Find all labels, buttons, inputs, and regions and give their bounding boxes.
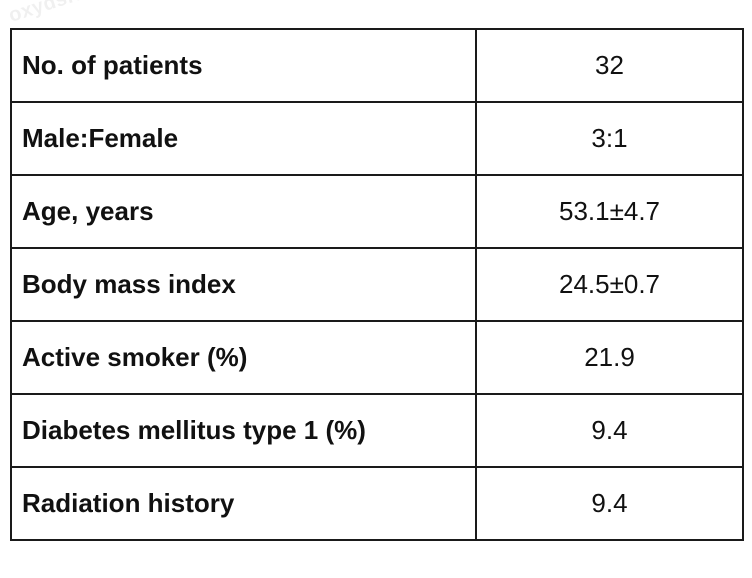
row-label: Body mass index xyxy=(10,247,477,322)
table-row: Radiation history 9.4 xyxy=(10,466,744,541)
row-label: Radiation history xyxy=(10,466,477,541)
row-label: Diabetes mellitus type 1 (%) xyxy=(10,393,477,468)
table-row: Active smoker (%) 21.9 xyxy=(10,320,744,395)
row-label: Male:Female xyxy=(10,101,477,176)
row-label: No. of patients xyxy=(10,28,477,103)
row-value: 32 xyxy=(475,28,744,103)
table-row: Diabetes mellitus type 1 (%) 9.4 xyxy=(10,393,744,468)
table-row: No. of patients 32 xyxy=(10,28,744,103)
row-value: 24.5±0.7 xyxy=(475,247,744,322)
table-row: Male:Female 3:1 xyxy=(10,101,744,176)
table-row: Age, years 53.1±4.7 xyxy=(10,174,744,249)
patient-characteristics-table: No. of patients 32 Male:Female 3:1 Age, … xyxy=(10,28,744,541)
row-value: 53.1±4.7 xyxy=(475,174,744,249)
row-value: 9.4 xyxy=(475,466,744,541)
row-label: Age, years xyxy=(10,174,477,249)
watermark-text: oxyds.com xyxy=(6,0,117,28)
row-value: 9.4 xyxy=(475,393,744,468)
row-label: Active smoker (%) xyxy=(10,320,477,395)
row-value: 3:1 xyxy=(475,101,744,176)
row-value: 21.9 xyxy=(475,320,744,395)
table-row: Body mass index 24.5±0.7 xyxy=(10,247,744,322)
